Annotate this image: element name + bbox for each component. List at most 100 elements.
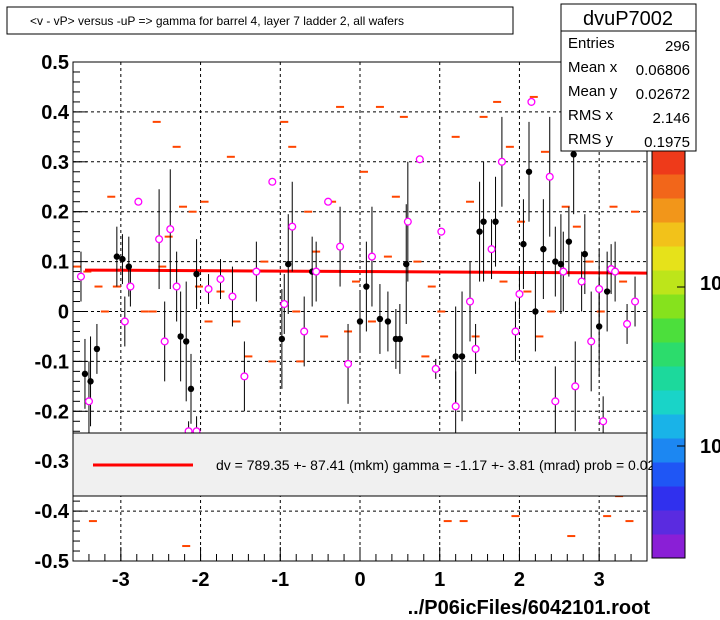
magenta-point <box>515 289 524 299</box>
colorbar-segment <box>652 198 685 223</box>
magenta-point <box>599 417 608 426</box>
black-point <box>552 258 559 265</box>
y-tick-label: 0 <box>58 302 69 324</box>
black-point <box>557 260 565 268</box>
fit-legend-box: dv = 789.35 +- 87.41 (mkm) gamma = -1.17… <box>72 432 663 497</box>
y-tick-label: 0.5 <box>41 52 69 74</box>
black-point <box>125 263 133 270</box>
magenta-point <box>300 327 309 336</box>
color-scale-bar <box>651 149 686 559</box>
magenta-point <box>312 267 321 276</box>
fit-result-text: dv = 789.35 +- 87.41 (mkm) gamma = -1.17… <box>216 457 663 473</box>
stats-label: Mean x <box>568 59 618 76</box>
black-point <box>87 378 94 385</box>
magenta-point <box>84 397 93 406</box>
black-point <box>177 333 184 340</box>
magenta-point <box>228 292 237 301</box>
y-tick-label: 0.1 <box>41 252 69 274</box>
black-point <box>452 353 459 360</box>
magenta-point <box>134 197 143 206</box>
stats-value: 0.06806 <box>636 62 690 79</box>
black-point <box>565 238 573 245</box>
y-tick-label: -0.3 <box>35 451 69 473</box>
title-box: <v - vP> versus -uP => gamma for barrel … <box>6 6 514 35</box>
colorbar-segment <box>652 486 685 511</box>
y-tick-label: -0.1 <box>35 351 69 373</box>
magenta-point <box>611 267 620 276</box>
stats-label: RMS x <box>568 107 614 124</box>
magenta-point <box>415 155 424 164</box>
stats-value: 0.1975 <box>644 134 690 151</box>
magenta-point <box>268 177 277 186</box>
black-point <box>540 245 547 253</box>
black-point <box>492 218 499 225</box>
x-tick-label: 3 <box>594 569 605 591</box>
y-tick-label: 0.3 <box>41 152 69 174</box>
y-tick-label: -0.5 <box>35 551 69 573</box>
magenta-point <box>527 97 536 106</box>
x-tick-label: 1 <box>434 569 445 591</box>
black-point <box>113 253 121 260</box>
black-point <box>480 218 487 225</box>
magenta-point <box>166 225 175 234</box>
colorbar-segment <box>652 246 685 271</box>
magenta-point <box>240 372 249 381</box>
colorbar-segment <box>652 390 685 415</box>
magenta-point <box>252 267 261 276</box>
black-point <box>532 308 539 315</box>
magenta-point <box>343 359 353 368</box>
x-tick-label: 0 <box>354 569 365 591</box>
black-point <box>93 345 101 353</box>
x-tick-label: -2 <box>192 569 210 591</box>
footer-filename: ../P06icFiles/6042101.root <box>408 597 651 619</box>
colorbar-segment <box>652 222 685 247</box>
axis-ticks: -3 -2 -1 0 1 2 3 -0.5 -0.4 -0.3 -0.2 -0.1 0 0.1 0.2 0.3… <box>35 52 648 591</box>
black-point <box>581 250 589 258</box>
chart-title: <v - vP> versus -uP => gamma for barrel … <box>30 14 404 28</box>
stats-title: dvuP7002 <box>583 8 673 30</box>
stats-value: 296 <box>665 38 690 55</box>
black-point <box>403 260 410 268</box>
stats-value: 0.02672 <box>636 86 690 103</box>
x-tick-label: -1 <box>271 569 289 591</box>
black-point <box>119 255 126 263</box>
colorbar-segment <box>652 462 685 487</box>
black-point <box>476 228 483 235</box>
stats-label: RMS y <box>568 131 614 148</box>
black-point <box>187 385 195 393</box>
stats-label: Entries <box>568 35 615 52</box>
colorbar-segment <box>652 414 685 439</box>
magenta-point <box>571 382 580 391</box>
y-tick-label: 0.2 <box>41 202 69 224</box>
magenta-point <box>280 299 289 309</box>
magenta-point <box>160 337 169 346</box>
stats-box: dvuP7002 Entries 296 Mean x 0.06806 Mean y 0.… <box>560 3 697 152</box>
black-point <box>356 318 364 325</box>
x-tick-label: -3 <box>112 569 130 591</box>
black-point <box>458 353 466 360</box>
black-point <box>278 335 286 343</box>
black-point <box>525 168 533 175</box>
y-tick-label: 0.4 <box>41 102 70 124</box>
magenta-point <box>431 364 440 373</box>
y-tick-label: -0.2 <box>35 401 69 423</box>
magenta-point <box>465 297 475 306</box>
colorbar-segment <box>652 294 685 319</box>
black-point <box>376 315 384 323</box>
black-point <box>81 370 89 378</box>
magenta-point <box>155 235 164 244</box>
magenta-point <box>559 267 568 276</box>
colorbar-segment <box>652 438 685 463</box>
colorbar-segment <box>652 174 685 199</box>
stats-label: Mean y <box>568 83 618 100</box>
colorbar-segment <box>652 342 685 367</box>
magenta-point <box>577 277 586 286</box>
black-point <box>384 318 392 325</box>
colorbar-segment <box>652 150 685 175</box>
black-point <box>193 270 200 278</box>
colorbar-label-upper: 10 <box>700 273 720 295</box>
magenta-point <box>120 317 129 326</box>
magenta-point <box>437 227 446 236</box>
magenta-point <box>172 282 181 291</box>
stats-rows: Entries 296 Mean x 0.06806 Mean y 0.02672 RMS … <box>568 35 690 151</box>
